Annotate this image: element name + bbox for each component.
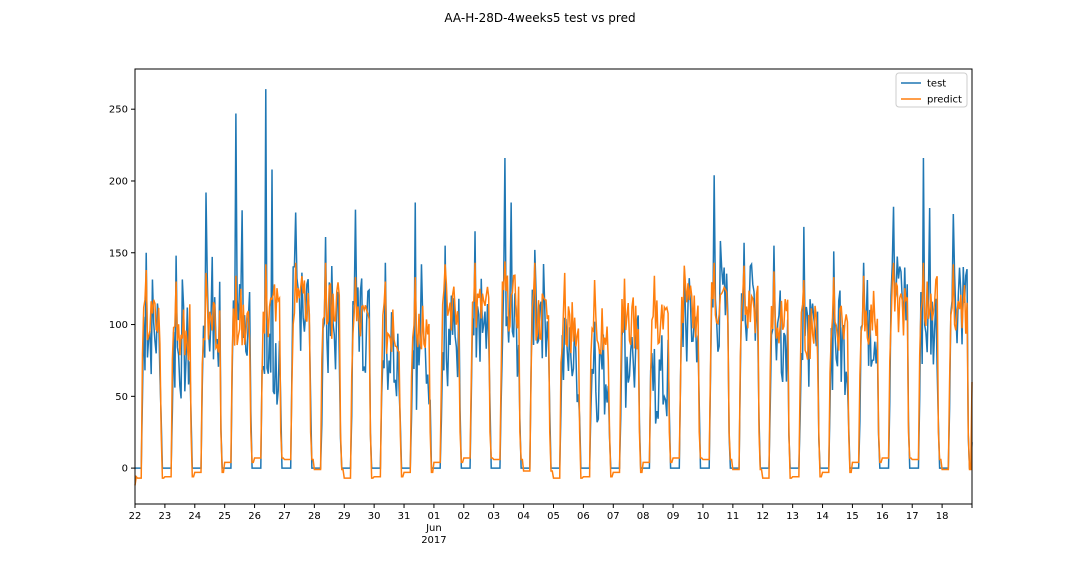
x-tick-label: 06: [577, 511, 590, 522]
series-line-predict: [134, 261, 973, 486]
x-tick-year-label: 2017: [421, 535, 446, 546]
x-tick-label: 22: [129, 511, 142, 522]
x-tick-label: 31: [398, 511, 411, 522]
x-tick-label: 12: [756, 511, 769, 522]
x-tick-label: 10: [697, 511, 710, 522]
x-tick-label: 17: [906, 511, 919, 522]
series-line-test: [135, 89, 973, 469]
x-tick-label: 30: [368, 511, 381, 522]
x-tick-label: 04: [517, 511, 530, 522]
plot-area: [134, 89, 973, 486]
y-tick-label: 0: [122, 464, 128, 475]
x-tick-label: 27: [278, 511, 291, 522]
x-tick-label: 13: [786, 511, 799, 522]
y-tick-label: 200: [109, 176, 128, 187]
x-tick-label: 03: [487, 511, 500, 522]
x-tick-label: 18: [936, 511, 949, 522]
x-tick-label: 11: [726, 511, 739, 522]
x-tick-label: 25: [218, 511, 231, 522]
legend-label-predict: predict: [927, 95, 962, 106]
x-tick-month-label: Jun: [425, 523, 442, 534]
x-tick-label: 28: [308, 511, 321, 522]
legend: test predict: [895, 72, 968, 108]
y-tick-label: 150: [109, 248, 128, 259]
x-tick-label: 09: [667, 511, 680, 522]
x-tick-label: 26: [248, 511, 261, 522]
x-tick-label: 02: [457, 511, 470, 522]
x-tick-label: 08: [637, 511, 650, 522]
x-tick-label: 16: [876, 511, 889, 522]
x-tick-label: 23: [159, 511, 172, 522]
x-tick-label: 29: [338, 511, 351, 522]
y-tick-label: 50: [115, 392, 128, 403]
y-tick-label: 100: [109, 320, 128, 331]
y-tick-label: 250: [109, 105, 128, 116]
x-tick-label: 01: [428, 511, 441, 522]
x-tick-label: 24: [188, 511, 201, 522]
legend-label-test: test: [927, 79, 946, 90]
x-tick-label: 07: [607, 511, 620, 522]
x-tick-label: 14: [816, 511, 829, 522]
x-tick-label: 05: [547, 511, 560, 522]
x-tick-label: 15: [846, 511, 859, 522]
chart-title: AA-H-28D-4weeks5 test vs pred: [444, 11, 635, 25]
